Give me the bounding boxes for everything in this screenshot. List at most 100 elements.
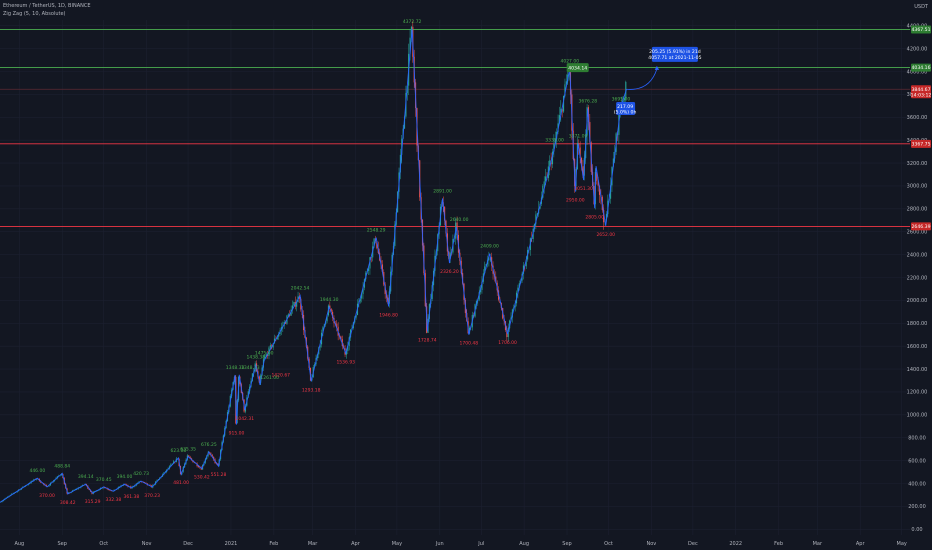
y-tick-label: 4000.00 xyxy=(907,69,928,75)
swing-low-label: 1728.74 xyxy=(418,337,437,343)
candle-body xyxy=(60,474,63,476)
y-tick-label: 1400.00 xyxy=(907,367,928,373)
candle-body xyxy=(373,238,375,247)
candle-body xyxy=(517,287,519,293)
x-tick-label: 2021 xyxy=(225,541,238,547)
candle-body xyxy=(536,213,538,215)
swing-low-label: 1706.00 xyxy=(498,340,517,346)
candle-body xyxy=(563,95,565,112)
x-tick-label: Sep xyxy=(562,541,571,547)
candle-body xyxy=(197,466,200,468)
y-tick-label: 1600.00 xyxy=(907,344,928,350)
candle-body xyxy=(355,315,357,318)
candle-body xyxy=(481,281,483,290)
chart-grid xyxy=(0,20,910,535)
measure-callout-box xyxy=(616,101,636,115)
swing-low-label: 530.42 xyxy=(194,475,210,481)
y-tick-label: 0.00 xyxy=(911,527,922,533)
candle-body xyxy=(272,343,274,348)
y-tick-label: 2600.00 xyxy=(907,230,928,236)
swing-high-label: 394.14 xyxy=(78,474,94,480)
candle-body xyxy=(484,266,486,274)
y-tick-label: 2000.00 xyxy=(907,298,928,304)
candle-body xyxy=(291,305,294,310)
candle-body xyxy=(549,160,551,167)
candle-body xyxy=(332,311,334,319)
y-tick-label: 1000.00 xyxy=(907,413,928,419)
swing-low-label: 370.00 xyxy=(39,493,55,499)
candle-body xyxy=(564,84,566,96)
level-price-label: 3844.67 xyxy=(912,87,931,93)
swing-low-label: 2326.20 xyxy=(440,269,459,275)
candle-body xyxy=(558,115,560,124)
swing-low-label: 370.23 xyxy=(144,493,160,499)
y-tick-label: 3200.00 xyxy=(907,161,928,167)
y-tick-label: 1200.00 xyxy=(907,390,928,396)
swing-high-label: 623.08 xyxy=(171,448,187,454)
candle-body xyxy=(330,308,332,312)
swing-low-label: 551.28 xyxy=(211,472,227,478)
candlestick-series xyxy=(0,20,627,503)
projection-path xyxy=(626,68,658,90)
price-axis[interactable]: 0.00 200.00 400.00 600.00 800.00 1000.00 1200.… xyxy=(907,24,932,534)
chart-callouts: 4034.14 217.09(5.0%) 0h 205.25 (5.91%) in … xyxy=(566,46,702,115)
swing-low-label: 1946.80 xyxy=(379,312,398,318)
swing-low-label: 2950.00 xyxy=(566,198,585,204)
swing-high-label: 4372.72 xyxy=(403,19,422,25)
candle-body xyxy=(173,461,175,464)
candle-body xyxy=(265,354,267,357)
swing-high-label: 2548.29 xyxy=(367,228,386,234)
swing-high-label: 676.25 xyxy=(201,442,217,448)
swing-low-label: 2652.00 xyxy=(596,232,615,238)
candle-body xyxy=(145,482,147,484)
candle-body xyxy=(597,180,599,186)
candle-body xyxy=(610,185,612,199)
swing-high-label: 635.35 xyxy=(180,447,196,453)
candle-body xyxy=(48,485,50,487)
y-tick-label: 800.00 xyxy=(908,436,926,442)
candle-body xyxy=(293,301,295,306)
candle-body xyxy=(109,489,111,491)
candle-body xyxy=(170,464,172,467)
swing-low-label: 315.29 xyxy=(85,499,101,505)
y-tick-label: 600.00 xyxy=(908,458,926,464)
candle-body xyxy=(545,176,547,182)
level-time-label: 14:03:12 xyxy=(911,92,932,98)
swing-high-label: 3335.00 xyxy=(545,138,564,144)
candle-body xyxy=(98,489,100,491)
indicator-title: Zig Zag (5, 10, Absolute) xyxy=(3,11,66,17)
swing-high-label: 446.00 xyxy=(29,468,45,474)
candle-body xyxy=(488,258,490,261)
candle-body xyxy=(525,259,527,267)
candle-body xyxy=(361,294,363,299)
y-tick-label: 2200.00 xyxy=(907,275,928,281)
swing-high-label: 2640.00 xyxy=(450,217,469,223)
candle-body xyxy=(603,209,605,223)
swing-low-label: 481.00 xyxy=(173,480,189,486)
level-price-tag xyxy=(911,63,931,72)
candle-body xyxy=(329,305,331,309)
level-price-tag xyxy=(911,25,931,34)
candle-body xyxy=(409,37,411,54)
time-axis[interactable]: Aug Sep Oct Nov Dec 2021 Feb Mar Apr May Jun Jul Aug… xyxy=(14,541,906,547)
candle-body xyxy=(480,289,482,293)
y-tick-label: 2800.00 xyxy=(907,207,928,213)
swing-high-label: 1944.30 xyxy=(320,297,339,303)
candle-body xyxy=(278,333,280,337)
x-tick-label: Mar xyxy=(813,541,823,547)
candle-body xyxy=(40,481,42,483)
swing-high-label: 394.00 xyxy=(117,474,133,480)
candle-body xyxy=(326,315,328,322)
swing-high-label: 420.73 xyxy=(133,471,149,477)
x-tick-label: 2022 xyxy=(729,541,742,547)
swing-high-label: 1261.00 xyxy=(260,375,279,381)
candle-body xyxy=(200,467,202,470)
y-tick-label: 400.00 xyxy=(908,481,926,487)
candle-body xyxy=(143,482,146,483)
x-tick-label: Mar xyxy=(308,541,318,547)
y-tick-label: 3600.00 xyxy=(907,115,928,121)
level-price-label: 4367.51 xyxy=(912,27,931,33)
projection-box xyxy=(651,46,698,62)
swing-low-label: 1293.18 xyxy=(302,387,321,393)
